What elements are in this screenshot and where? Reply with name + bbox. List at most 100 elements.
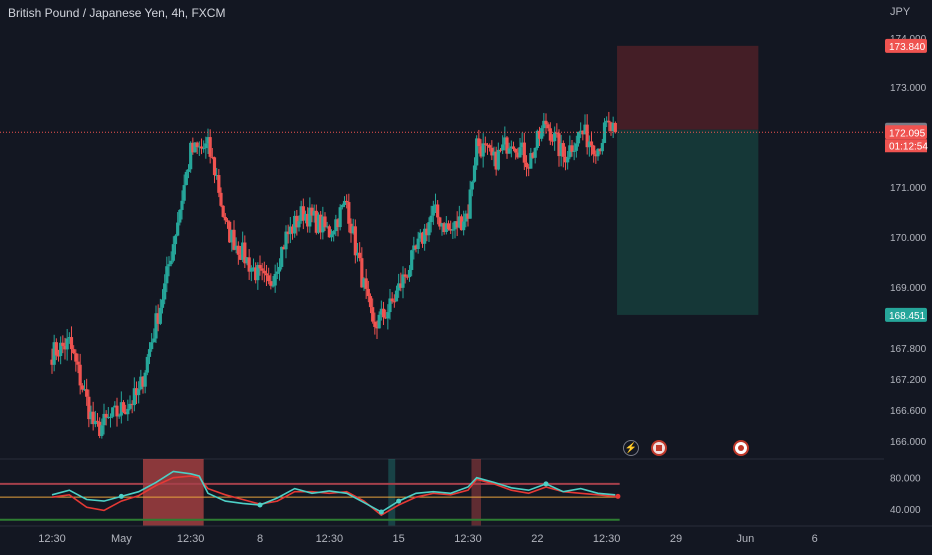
candle — [607, 111, 611, 132]
candle — [559, 134, 563, 167]
candle-body — [286, 231, 290, 235]
candle — [479, 139, 483, 159]
candle-body — [206, 137, 210, 144]
candle — [98, 417, 102, 439]
candle-body — [219, 192, 223, 206]
candle — [451, 222, 455, 239]
candle-body — [559, 143, 563, 157]
candle-body — [514, 148, 518, 153]
candle-body — [156, 313, 160, 324]
candle — [286, 224, 290, 244]
candle-body — [531, 153, 535, 158]
candle — [184, 169, 188, 186]
candle-body — [108, 416, 113, 418]
candle — [492, 146, 496, 167]
candle — [587, 135, 591, 157]
candle — [498, 147, 503, 153]
candle-body — [405, 276, 409, 278]
candle-body — [111, 407, 115, 417]
candle-body — [529, 153, 533, 169]
candle-body — [100, 425, 104, 436]
candle-body — [440, 223, 444, 227]
candle-body — [147, 349, 152, 357]
candle-body — [85, 389, 89, 397]
candle-body — [605, 120, 609, 123]
candle — [338, 204, 342, 231]
candle — [511, 141, 516, 152]
candle — [267, 267, 271, 285]
price-badge-bg — [885, 307, 927, 322]
candle-body — [457, 216, 461, 228]
uk-flag-icon[interactable] — [651, 440, 667, 456]
candle — [323, 212, 327, 232]
candle-body — [366, 288, 370, 297]
price-badge-bg — [885, 125, 927, 140]
candle-body — [453, 221, 457, 230]
candle-body — [121, 402, 126, 412]
time-tick-label: 29 — [670, 533, 682, 545]
price-tick-label: 167.200 — [890, 375, 927, 386]
candles — [50, 111, 617, 439]
candle-body — [518, 147, 522, 158]
candle-body — [50, 359, 54, 365]
candle-body — [312, 210, 316, 216]
lightning-icon[interactable]: ⚡ — [623, 440, 639, 456]
candle — [147, 342, 152, 365]
time-tick-label: 8 — [257, 533, 263, 545]
candle-body — [436, 204, 440, 218]
price-axis: 174.000173.000171.000170.000169.000167.8… — [890, 34, 927, 448]
candle-body — [80, 385, 84, 390]
candle — [342, 196, 347, 208]
candle — [579, 122, 583, 138]
candle — [50, 348, 54, 374]
candle-body — [511, 146, 516, 149]
candle — [160, 289, 165, 314]
candle-body — [202, 148, 206, 150]
candle-body — [555, 132, 559, 134]
candle-body — [464, 213, 468, 222]
candle — [553, 126, 557, 151]
candle-body — [74, 353, 78, 362]
candle-body — [384, 317, 388, 319]
candle — [119, 391, 123, 424]
candle-body — [570, 145, 574, 152]
symbol-title[interactable]: British Pound / Japanese Yen, 4h, FXCM — [8, 6, 226, 20]
candle — [605, 116, 609, 128]
candle — [423, 223, 427, 251]
japan-flag-icon[interactable] — [733, 440, 749, 456]
candle — [600, 138, 604, 155]
candle — [602, 118, 607, 144]
candle-body — [423, 228, 427, 244]
candle — [585, 114, 589, 155]
candle — [563, 146, 568, 171]
candle — [321, 206, 325, 240]
candle-body — [137, 389, 141, 396]
candle — [518, 137, 522, 158]
candle — [295, 209, 299, 236]
osc-cross-dot — [118, 493, 124, 499]
candle — [306, 207, 310, 233]
candle — [397, 273, 401, 298]
candle — [572, 142, 576, 161]
time-tick-label: 15 — [393, 533, 405, 545]
price-badge-label: 173.840 — [889, 42, 926, 53]
candle-body — [449, 229, 453, 231]
candle — [89, 405, 93, 425]
candle-body — [544, 120, 548, 125]
candle — [104, 410, 108, 426]
candle — [56, 349, 61, 362]
candle-body — [124, 411, 128, 415]
candle — [520, 132, 524, 156]
candle — [232, 220, 236, 251]
candle-body — [217, 175, 221, 193]
candle — [332, 230, 336, 242]
candle — [598, 148, 602, 155]
candle — [570, 140, 574, 157]
candle-body — [251, 267, 256, 269]
candle-body — [533, 147, 537, 158]
countdown-label: 01:12:54 — [889, 141, 928, 152]
candle-body — [215, 175, 219, 177]
candle — [377, 311, 381, 329]
